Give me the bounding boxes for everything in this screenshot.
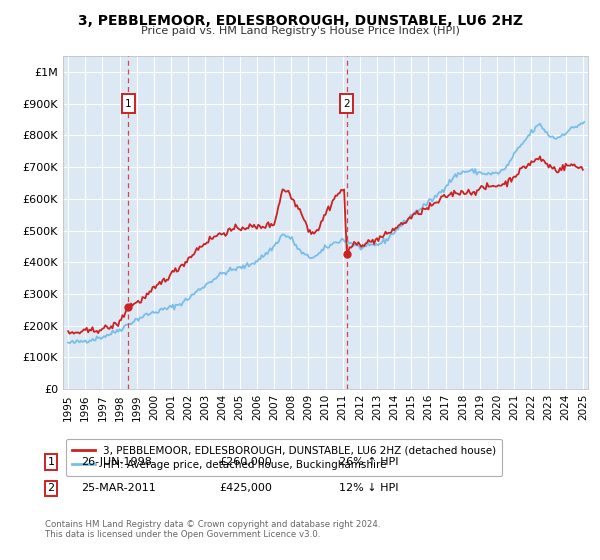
Text: 2: 2 bbox=[343, 99, 350, 109]
Text: 26% ↑ HPI: 26% ↑ HPI bbox=[339, 457, 398, 467]
Text: 26-JUN-1998: 26-JUN-1998 bbox=[81, 457, 152, 467]
Text: 1: 1 bbox=[47, 457, 55, 467]
Text: Price paid vs. HM Land Registry's House Price Index (HPI): Price paid vs. HM Land Registry's House … bbox=[140, 26, 460, 36]
Text: 3, PEBBLEMOOR, EDLESBOROUGH, DUNSTABLE, LU6 2HZ: 3, PEBBLEMOOR, EDLESBOROUGH, DUNSTABLE, … bbox=[77, 14, 523, 28]
Legend: 3, PEBBLEMOOR, EDLESBOROUGH, DUNSTABLE, LU6 2HZ (detached house), HPI: Average p: 3, PEBBLEMOOR, EDLESBOROUGH, DUNSTABLE, … bbox=[65, 440, 502, 476]
FancyBboxPatch shape bbox=[122, 94, 134, 113]
Text: £260,000: £260,000 bbox=[219, 457, 272, 467]
FancyBboxPatch shape bbox=[340, 94, 353, 113]
Text: 1: 1 bbox=[125, 99, 131, 109]
Text: 25-MAR-2011: 25-MAR-2011 bbox=[81, 483, 156, 493]
Text: 12% ↓ HPI: 12% ↓ HPI bbox=[339, 483, 398, 493]
Text: 2: 2 bbox=[47, 483, 55, 493]
Text: Contains HM Land Registry data © Crown copyright and database right 2024.
This d: Contains HM Land Registry data © Crown c… bbox=[45, 520, 380, 539]
Text: £425,000: £425,000 bbox=[219, 483, 272, 493]
